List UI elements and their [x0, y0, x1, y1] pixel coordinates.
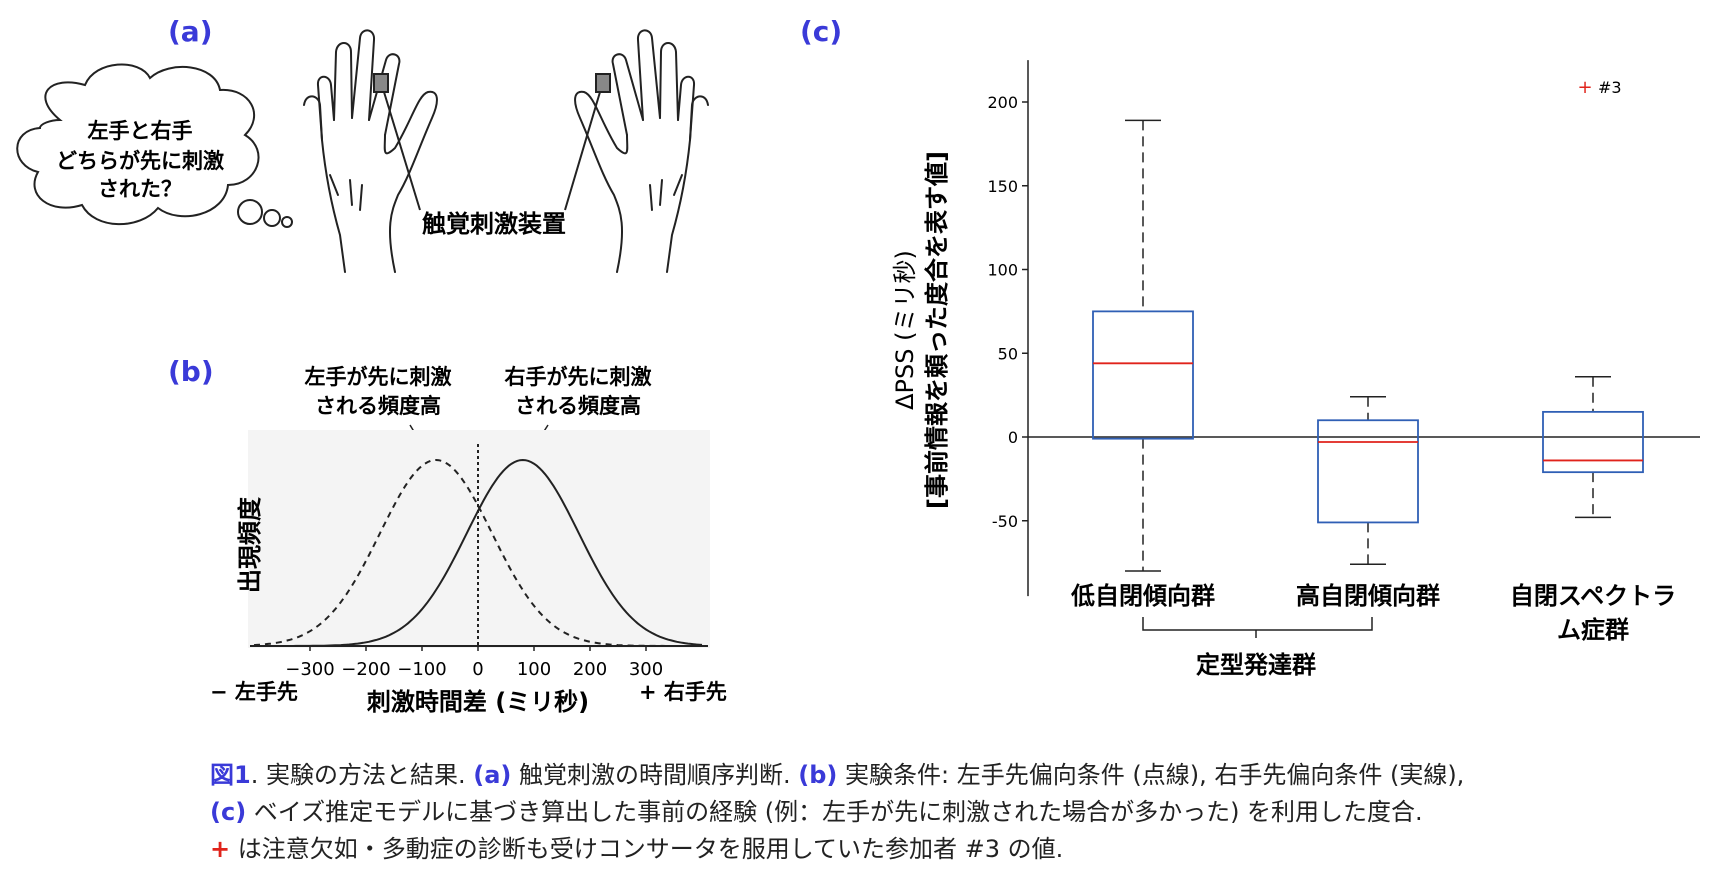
plot-b-ylabel: 出現頻度 [236, 496, 264, 593]
plot-c-y-tick-label: 0 [1008, 428, 1018, 447]
plot-c-category-label-cont: ム症群 [1557, 616, 1629, 644]
plot-b-x-tick-label: 300 [629, 659, 663, 680]
plot-b-solid-curve [254, 458, 703, 647]
panel-a-label: (a) [168, 15, 213, 48]
plot-b-x-tick-label: 200 [573, 659, 607, 680]
legend-marker: + [1577, 77, 1592, 98]
left-tactile-device [373, 73, 389, 93]
figure-caption: 図1. 実験の方法と結果. (a) 触覚刺激の時間順序判断. (b) 実験条件:… [210, 757, 1710, 868]
group-bracket-label: 定型発達群 [1196, 651, 1316, 679]
caption-label-b: (b) [798, 761, 838, 789]
caption-text-1a: . 実験の方法と結果. [250, 761, 474, 789]
plot-b-background [248, 430, 710, 648]
left-device-leader [383, 91, 421, 211]
right-annotation-line-1: 右手が先に刺激 [505, 365, 652, 389]
caption-line-1: 図1. 実験の方法と結果. (a) 触覚刺激の時間順序判断. (b) 実験条件:… [210, 757, 1710, 794]
plot-b-x-tick-label: −200 [341, 659, 390, 680]
legend-text: #3 [1598, 78, 1622, 97]
plot-b-x-tick-label: 0 [472, 659, 483, 680]
caption-line-2: (c) ベイズ推定モデルに基づき算出した事前の経験 (例：左手が先に刺激された場… [210, 794, 1710, 831]
plot-c-y-tick-label: 200 [987, 93, 1018, 112]
left-hand-drawing [303, 29, 438, 273]
plot-c-category-label: 高自閉傾向群 [1296, 582, 1440, 610]
left-annotation-line-2: される頻度高 [315, 394, 441, 418]
plot-c-box [1542, 410, 1644, 474]
plot-b-x-tick-label: −100 [397, 659, 446, 680]
figure: (a) 左手と右手 どちらが先に刺激 された？ 触覚刺激装置 (b) 左手が先に… [16, 15, 1700, 716]
right-hand-drawing [574, 29, 709, 273]
caption-text-1c: 実験条件: 左手先偏向条件 (点線), 右手先偏向条件 (実線), [837, 761, 1465, 789]
caption-label-a: (a) [473, 761, 512, 789]
caption-fig-label: 図1 [210, 761, 251, 789]
plot-c-y-tick-label: 100 [987, 261, 1018, 280]
right-device-leader [564, 91, 601, 211]
plot-c-ylabel-2: [事前情報を頼った度合を表す値] [923, 151, 951, 509]
left-end-label: − 左手先 [210, 680, 298, 704]
caption-line-3: + は注意欠如・多動症の診断も受けコンサータを服用していた参加者 #3 の値. [210, 831, 1710, 868]
plot-c-y-tick-label: 50 [998, 344, 1018, 363]
caption-label-c: (c) [210, 798, 247, 826]
plot-c-y-tick-label: -50 [992, 512, 1018, 531]
plot-b-x-tick-label: −300 [285, 659, 334, 680]
device-label: 触覚刺激装置 [422, 210, 566, 238]
plot-c-box [1092, 310, 1194, 440]
plot-c-ylabel-1: ΔPSS (ミリ秒) [891, 250, 919, 410]
caption-text-1b: 触覚刺激の時間順序判断. [511, 761, 799, 789]
plot-b-dashed-curve [253, 458, 702, 647]
thought-cloud [16, 63, 293, 228]
caption-marker: + [210, 835, 231, 863]
plot-c-box [1317, 419, 1419, 524]
plot-b-x-tick-label: 100 [517, 659, 551, 680]
plot-b: −300 −200 −100 0 100 200 300 [250, 444, 708, 680]
group-bracket [1142, 617, 1373, 631]
plot-c-y-tick-label: 150 [987, 177, 1018, 196]
thought-line-2: どちらが先に刺激 [56, 149, 224, 173]
panel-c-label: (c) [800, 15, 842, 48]
thought-line-3: された？ [98, 177, 182, 201]
caption-text-2: ベイズ推定モデルに基づき算出した事前の経験 (例：左手が先に刺激された場合が多か… [246, 798, 1423, 826]
plot-c-category-label: 自閉スペクトラ [1510, 582, 1676, 610]
thought-line-1: 左手と右手 [88, 119, 193, 143]
right-end-label: + 右手先 [639, 680, 727, 704]
right-tactile-device [595, 73, 611, 93]
caption-text-3: は注意欠如・多動症の診断も受けコンサータを服用していた参加者 #3 の値. [230, 835, 1064, 863]
panel-b-label: (b) [168, 355, 214, 388]
left-annotation-line-1: 左手が先に刺激 [305, 365, 452, 389]
plot-c-category-label: 低自閉傾向群 [1070, 582, 1215, 610]
right-annotation-line-2: される頻度高 [515, 394, 641, 418]
plot-b-xlabel: 刺激時間差 (ミリ秒) [367, 688, 589, 716]
